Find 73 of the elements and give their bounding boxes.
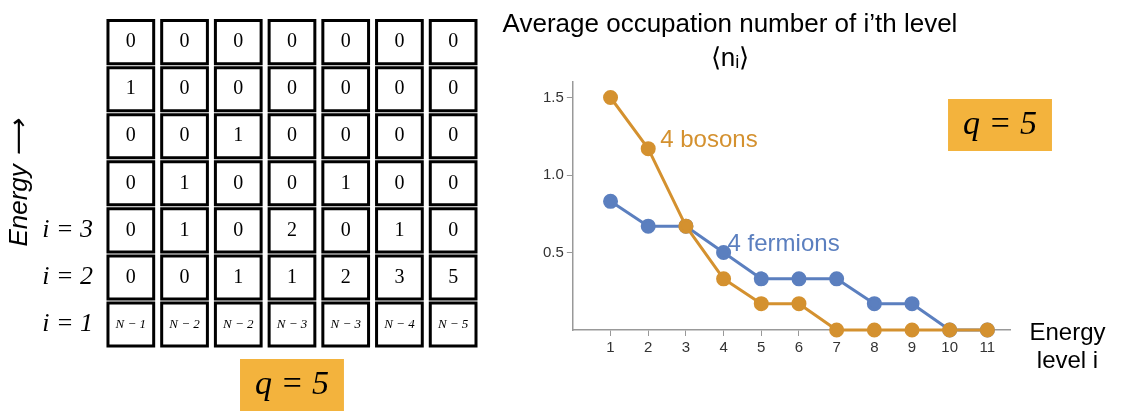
data-label: 0 <box>448 76 459 99</box>
text: N − 2 <box>223 315 254 331</box>
data-label: 0 <box>340 123 351 146</box>
data-label: 0 <box>179 76 190 99</box>
y-tick-label: i = 2 <box>42 261 93 291</box>
data-label: 0 <box>286 170 297 193</box>
x-tick-label: 7 <box>832 338 841 356</box>
data-label: 0 <box>448 123 459 146</box>
data-label: 0 <box>448 217 459 240</box>
data-label: 0 <box>179 264 190 287</box>
series-label: 4 fermions <box>727 229 840 257</box>
data-label: 0 <box>340 29 351 52</box>
data-label: 0 <box>125 170 136 193</box>
data-label: 0 <box>233 29 244 52</box>
x-tick-label: 1 <box>606 338 615 356</box>
x-tick-label: 9 <box>907 338 917 356</box>
data-label: 0 <box>125 264 136 287</box>
data-label: 0 <box>394 29 405 52</box>
x-axis-title: Energy level i <box>1028 318 1107 374</box>
data-label: 0 <box>448 170 459 193</box>
data-label: 2 <box>286 217 297 240</box>
data-label: 0 <box>233 76 244 99</box>
x-tick-label: 2 <box>644 338 653 356</box>
data-label: 1 <box>340 170 351 193</box>
data-label: 0 <box>448 29 459 52</box>
x-tick-label: 11 <box>979 338 996 356</box>
text: N − 4 <box>384 315 415 331</box>
y-tick-label: i = 1 <box>42 308 93 338</box>
data-label: 0 <box>340 76 351 99</box>
data-label: 3 <box>394 264 405 287</box>
x-tick-label: 6 <box>794 338 804 356</box>
series-label: 4 bosons <box>660 125 758 153</box>
data-label: 1 <box>233 123 244 146</box>
y-tick-label: 1.5 <box>542 87 564 105</box>
chart-title: Average occupation number of i’th level ⟨nᵢ⟩ <box>501 7 959 74</box>
text: N − 3 <box>330 315 361 331</box>
data-label: 0 <box>286 29 297 52</box>
y-axis-title: Energy ⟶ <box>2 118 33 247</box>
data-label: 1 <box>125 76 136 99</box>
data-label: 0 <box>394 123 405 146</box>
x-tick-label: 8 <box>870 338 879 356</box>
text: N − 5 <box>437 315 469 331</box>
data-label: 1 <box>179 170 190 193</box>
text: q = 5 <box>255 363 329 401</box>
text: N − 3 <box>276 315 308 331</box>
data-label: 0 <box>125 29 136 52</box>
data-label: 0 <box>394 76 405 99</box>
data-label: 0 <box>125 217 136 240</box>
data-label: 1 <box>286 264 297 287</box>
data-label: 1 <box>233 264 244 287</box>
data-label: 0 <box>125 123 136 146</box>
text: N − 1 <box>115 315 147 331</box>
data-label: 0 <box>233 170 244 193</box>
data-label: 2 <box>340 264 351 287</box>
data-label: 0 <box>286 76 297 99</box>
x-tick-label: 4 <box>719 338 728 356</box>
data-label: 1 <box>179 217 190 240</box>
data-label: 0 <box>179 29 190 52</box>
x-tick-label: 5 <box>757 338 766 356</box>
data-label: 0 <box>394 170 405 193</box>
annotation: q = 5 <box>963 103 1037 141</box>
data-label: 0 <box>233 217 244 240</box>
y-tick-label: 0.5 <box>542 242 564 260</box>
data-label: 0 <box>340 217 351 240</box>
y-tick-label: 1.0 <box>542 165 564 183</box>
data-label: 0 <box>286 123 297 146</box>
x-tick-label: 10 <box>941 338 959 356</box>
y-tick-label: i = 3 <box>42 214 93 244</box>
data-label: 5 <box>448 264 459 287</box>
text: N − 2 <box>169 315 200 331</box>
data-label: 1 <box>394 217 405 240</box>
data-label: 0 <box>179 123 190 146</box>
x-tick-label: 3 <box>681 338 691 356</box>
